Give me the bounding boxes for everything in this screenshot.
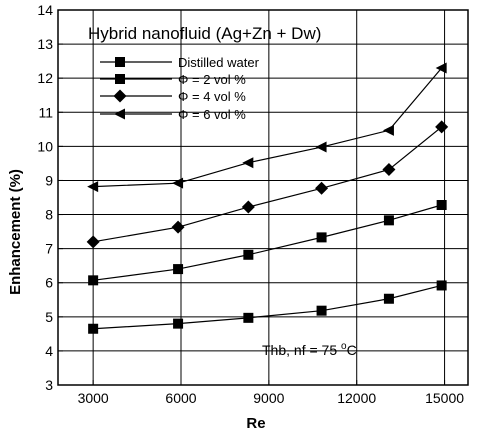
y-tick-label: 8 <box>45 207 53 223</box>
series <box>86 62 449 334</box>
legend: Distilled water Φ = 2 vol % Φ = 4 vol % Φ =… <box>100 55 260 122</box>
annotation-note: Thb, nf = 75 oC <box>262 341 357 358</box>
legend-item-1: Distilled water <box>100 55 260 70</box>
chart-title: Hybrid nanofluid (Ag+Zn + Dw) <box>88 24 321 43</box>
data-point <box>435 120 449 134</box>
y-tick-label: 3 <box>45 377 53 393</box>
data-point <box>316 232 327 243</box>
data-point <box>243 249 254 260</box>
data-point <box>436 280 447 291</box>
data-point <box>382 124 394 136</box>
legend-item-4: Φ = 6 vol % <box>100 107 246 122</box>
series-1 <box>88 280 447 334</box>
legend-label: Φ = 2 vol % <box>178 72 246 87</box>
x-tick-label: 3000 <box>78 390 109 406</box>
legend-label: Φ = 6 vol % <box>178 107 246 122</box>
data-point <box>87 181 99 193</box>
x-axis-title: Re <box>246 415 265 432</box>
data-point <box>315 181 329 195</box>
series-line <box>93 67 443 188</box>
data-point <box>436 200 447 210</box>
series-line <box>93 204 442 281</box>
y-tick-label: 6 <box>45 275 53 291</box>
series-2 <box>88 200 447 286</box>
data-point <box>382 163 396 177</box>
data-point <box>86 235 100 249</box>
legend-label: Φ = 4 vol % <box>178 89 246 104</box>
y-tick-label: 11 <box>38 104 53 120</box>
legend-marker <box>113 89 127 103</box>
data-point <box>315 141 327 153</box>
series-4 <box>87 62 447 193</box>
y-tick-label: 9 <box>45 172 53 188</box>
y-tick-label: 5 <box>45 309 53 325</box>
legend-item-3: Φ = 4 vol % <box>100 89 246 104</box>
series-3 <box>86 120 449 249</box>
data-point <box>172 177 184 189</box>
x-tick-label: 6000 <box>165 390 196 406</box>
x-tick-label: 12000 <box>337 390 376 406</box>
data-point <box>173 264 184 275</box>
x-tick-label: 9000 <box>253 390 284 406</box>
plot-frame <box>57 9 469 386</box>
y-tick-label: 10 <box>37 138 53 154</box>
y-tick-label: 4 <box>45 343 53 359</box>
y-tick-label: 12 <box>37 70 53 86</box>
axis-ticks: 3 4 5 6 7 8 9 10 11 12 13 14 3000 6000 9000 12000 15000 <box>37 2 464 406</box>
data-point <box>171 220 185 234</box>
data-point <box>243 312 254 323</box>
legend-marker <box>115 74 125 84</box>
x-tick-label: 15000 <box>425 390 464 406</box>
data-point <box>88 323 99 334</box>
grid <box>58 10 468 385</box>
y-tick-label: 13 <box>37 36 53 52</box>
legend-label: Distilled water <box>178 55 260 70</box>
y-tick-label: 7 <box>45 241 53 257</box>
data-point <box>383 293 394 304</box>
data-point <box>242 157 254 169</box>
series-line <box>93 126 443 243</box>
legend-marker <box>115 57 125 67</box>
series-line <box>93 284 442 330</box>
data-point <box>241 200 255 214</box>
data-point <box>383 215 394 226</box>
legend-item-2: Φ = 2 vol % <box>100 72 246 87</box>
y-axis-title: Enhancement (%) <box>7 169 24 295</box>
data-point <box>173 318 184 329</box>
data-point <box>316 305 327 316</box>
legend-marker <box>114 108 125 120</box>
y-tick-label: 14 <box>37 2 53 18</box>
data-point <box>88 275 99 286</box>
data-point <box>435 62 447 74</box>
